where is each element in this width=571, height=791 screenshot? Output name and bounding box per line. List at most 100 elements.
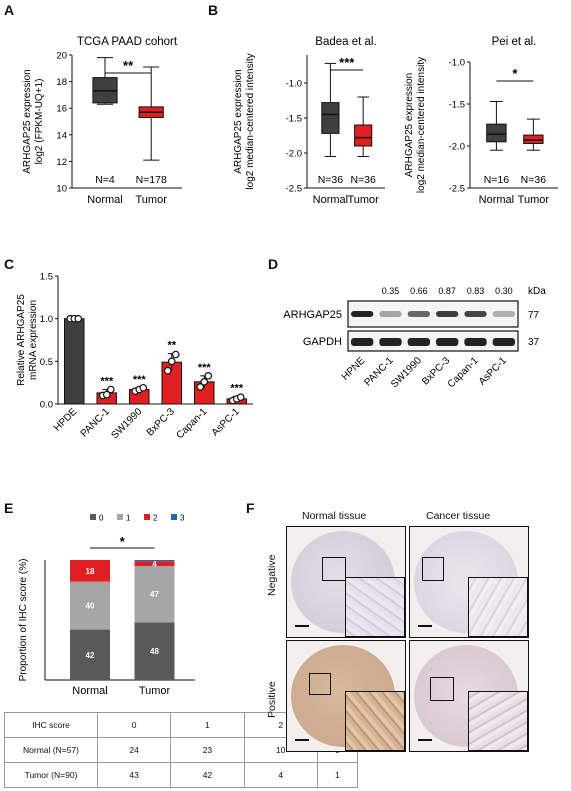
panel-b2-boxplot: Pei et al. -1.0 -1.5 -2.0 -2.5 ARHGAP25 expre…	[404, 36, 558, 206]
y-axis-label-line: log2 median-centered intensity	[245, 53, 256, 189]
stack-segment	[134, 622, 175, 680]
x-tick-label: Capan-1	[174, 406, 209, 441]
table-cell: 42	[170, 762, 245, 788]
data-point	[74, 314, 83, 323]
col-label-normal-tissue: Normal tissue	[302, 510, 367, 522]
ihc-image-normal-negative	[286, 526, 406, 638]
n-label: N=178	[136, 174, 167, 186]
y-tick-label: 1.5	[40, 272, 53, 283]
y-tick-label: -2.5	[286, 184, 302, 195]
y-tick-label: 12	[56, 157, 67, 168]
panel-b1-boxplot: Badea et al. -1.0 -1.5 -2.0 -2.5 ARHGAP25 exp…	[233, 36, 385, 206]
box-tumor	[354, 124, 373, 147]
segment-label: 47	[150, 590, 159, 599]
significance-marker: ***	[230, 382, 244, 394]
n-label: N=16	[484, 174, 510, 186]
ratio-label: 0.83	[467, 286, 485, 296]
significance-marker: ***	[339, 55, 355, 70]
zoom-inset	[345, 577, 405, 637]
zoom-box	[309, 673, 331, 695]
y-axis-label: ARHGAP25 expressionlog2 (FPKM-UQ+1)	[22, 69, 45, 174]
box-normal	[321, 102, 340, 134]
chart-title: Pei et al.	[492, 36, 537, 48]
x-tick-label: Tumor	[518, 194, 550, 206]
legend-swatch	[90, 514, 96, 520]
table-cell: 1	[170, 712, 245, 738]
protein-band	[436, 338, 459, 346]
x-tick-label: Normal	[72, 685, 107, 697]
table-cell: 1	[316, 762, 359, 788]
zoom-box	[430, 677, 454, 701]
legend-label: 3	[180, 514, 185, 523]
protein-band	[379, 311, 402, 317]
y-axis-label: ARHGAP25 expressionlog2 median-centered …	[404, 57, 427, 193]
stack-segment	[134, 561, 175, 566]
x-tick-label: Normal	[479, 194, 514, 206]
bar-hpde	[64, 318, 85, 405]
segment-label: 48	[150, 647, 159, 656]
band-label: ARHGAP25	[283, 309, 342, 321]
blot-strip-gapdh	[347, 330, 519, 352]
lane-label: SW1990	[389, 355, 424, 390]
protein-band	[407, 338, 430, 346]
x-tick-label: Tumor	[347, 194, 379, 206]
box-normal	[486, 123, 507, 143]
y-tick-label: 0.0	[40, 400, 53, 411]
scale-bar	[295, 625, 309, 627]
stack-segment	[134, 560, 175, 562]
x-tick-label: Normal	[313, 194, 348, 206]
data-point	[102, 390, 111, 399]
protein-band	[464, 311, 487, 317]
protein-band	[492, 338, 515, 346]
table-cell: 24	[96, 737, 172, 763]
table-cell: 23	[170, 737, 245, 763]
significance-marker: *	[120, 534, 126, 549]
data-point	[139, 383, 148, 392]
lane-label: Capan-1	[446, 355, 481, 390]
n-label: N=36	[521, 174, 547, 186]
y-tick-label: -2.0	[449, 142, 465, 153]
stack-segment	[70, 629, 110, 680]
panel-e-stacked-bar: 0 1 2 3 Proportion of IHC score (%) 42 40 18 Nor…	[18, 514, 195, 697]
segment-label: 42	[86, 651, 95, 660]
x-tick-label: SW1990	[109, 406, 144, 441]
panel-label-f: F	[246, 500, 255, 516]
protein-band	[464, 338, 487, 346]
panel-label-c: C	[4, 256, 15, 272]
y-axis-label-line: mRNA expression	[28, 300, 39, 380]
y-tick-label: 18	[56, 77, 67, 88]
protein-band	[492, 311, 515, 317]
x-tick-label: Tumor	[136, 194, 168, 206]
chart-title: TCGA PAAD cohort	[77, 36, 178, 48]
lane-label: AsPC-1	[477, 355, 509, 387]
chart-title: Badea et al.	[315, 36, 376, 48]
data-point	[106, 385, 115, 394]
legend-label: 1	[126, 514, 131, 523]
protein-band	[351, 311, 374, 317]
n-label: N=36	[350, 174, 376, 186]
kda-label: kDa	[528, 286, 546, 297]
protein-band	[407, 311, 430, 317]
y-axis-label-line: ARHGAP25 expression	[404, 73, 415, 178]
protein-band	[379, 338, 402, 346]
y-axis-label: Relative ARHGAP25mRNA expression	[16, 294, 39, 386]
panel-a-boxplot: TCGA PAAD cohort 10 12 14 16 18 20 ARHGAP25 exp…	[22, 36, 182, 206]
segment-label: 18	[86, 567, 95, 576]
panel-d-western-blot: 0.35 0.66 0.87 0.83 0.30 kDa ARHGAP25 77 GAPDH 37…	[283, 286, 546, 390]
legend-swatch	[144, 514, 150, 520]
legend-label: 2	[153, 514, 158, 523]
x-tick-label: Normal	[87, 194, 122, 206]
protein-band	[351, 338, 374, 346]
zoom-inset	[468, 691, 528, 751]
ratio-label: 0.87	[438, 286, 456, 296]
data-point	[196, 383, 205, 391]
table-cell: 43	[96, 762, 172, 788]
y-tick-label: 10	[56, 184, 67, 195]
ihc-image-cancer-positive	[409, 640, 529, 752]
table-cell: Tumor (N=90)	[4, 762, 98, 788]
data-point	[163, 366, 172, 375]
table-row: Tumor (N=90) 43 42 4 1	[4, 762, 359, 788]
zoom-inset	[468, 577, 528, 637]
zoom-box	[322, 557, 346, 581]
scale-bar	[295, 739, 309, 741]
